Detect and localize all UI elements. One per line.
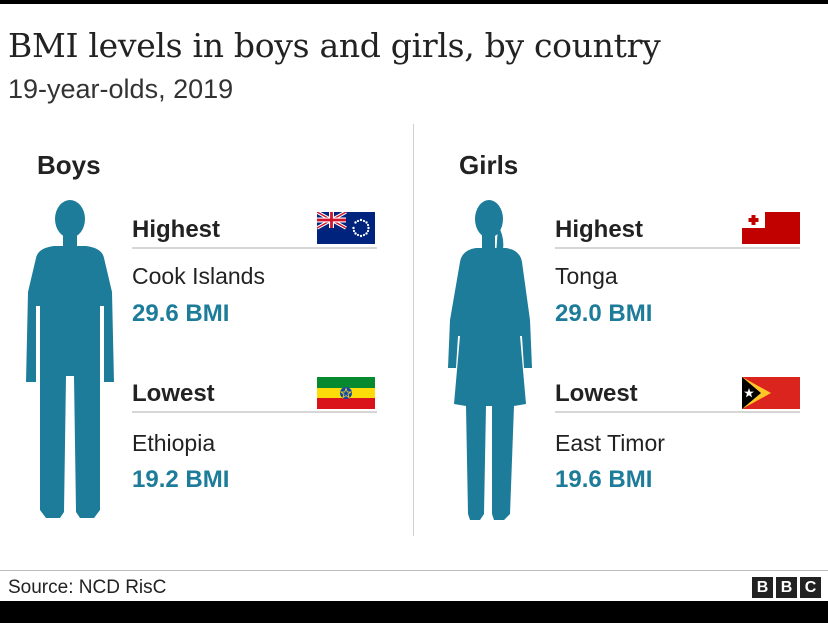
boys-highest-value: 29.6 BMI <box>132 300 230 327</box>
girls-lowest-rule <box>555 411 800 413</box>
footer-rule <box>0 570 828 571</box>
tonga-flag-icon <box>742 212 800 244</box>
column-divider <box>413 124 414 536</box>
boys-label: Boys <box>37 150 101 180</box>
boys-lowest-heading: Lowest <box>132 380 215 407</box>
bbc-logo: B B C <box>752 577 821 598</box>
bbc-logo-letter-1: B <box>752 577 773 598</box>
girls-label: Girls <box>459 150 519 180</box>
boys-highest-country: Cook Islands <box>132 263 265 289</box>
girls-highest-country: Tonga <box>555 263 618 289</box>
infographic: BMI levels in boys and girls, by country… <box>0 4 828 601</box>
girls-lowest-country: East Timor <box>555 430 665 456</box>
east-timor-flag-icon <box>742 377 800 409</box>
boy-silhouette-icon <box>24 200 116 524</box>
chart-subtitle: 19-year-olds, 2019 <box>8 74 234 104</box>
girls-highest-rule <box>555 247 800 249</box>
girls-lowest-heading: Lowest <box>555 380 638 407</box>
boys-highest-heading: Highest <box>132 216 221 243</box>
boys-lowest-value: 19.2 BMI <box>132 466 230 493</box>
girls-lowest-value: 19.6 BMI <box>555 466 653 493</box>
source-note: Source: NCD RisC <box>8 577 167 598</box>
bbc-logo-letter-3: C <box>800 577 821 598</box>
ethiopia-flag-icon <box>317 377 375 409</box>
boys-lowest-country: Ethiopia <box>132 430 216 456</box>
bbc-logo-letter-2: B <box>776 577 797 598</box>
girl-silhouette-icon <box>446 200 538 524</box>
boys-lowest-rule <box>132 411 377 413</box>
chart-title: BMI levels in boys and girls, by country <box>8 26 661 65</box>
cook-islands-flag-icon <box>317 212 375 244</box>
boys-highest-rule <box>132 247 377 249</box>
girls-highest-heading: Highest <box>555 216 644 243</box>
girls-highest-value: 29.0 BMI <box>555 300 653 327</box>
